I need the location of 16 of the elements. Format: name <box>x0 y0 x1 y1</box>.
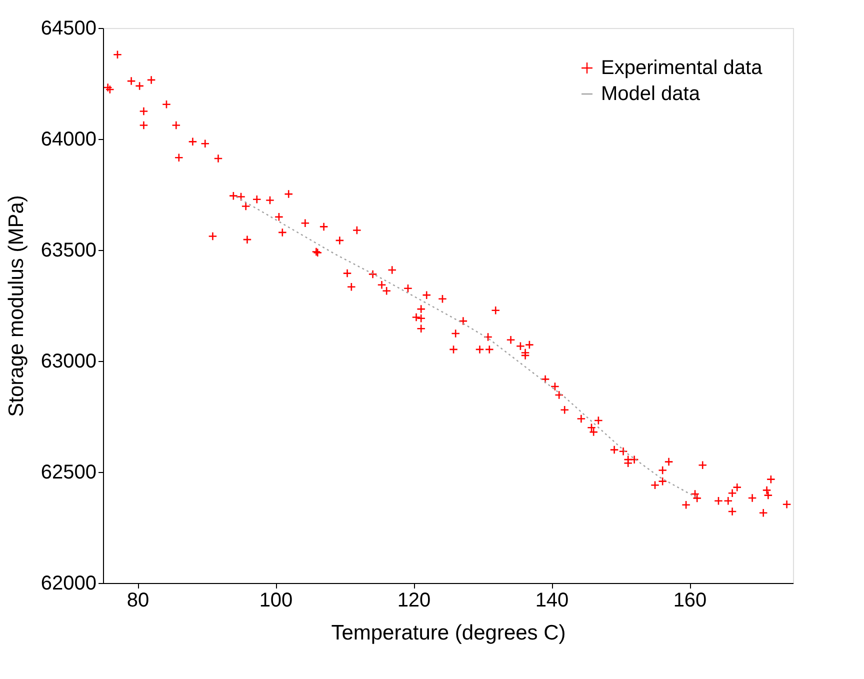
x-tick-label: 160 <box>673 590 707 612</box>
y-tick-label: 64500 <box>40 18 96 40</box>
line-series <box>236 196 697 498</box>
y-tick-label: 64000 <box>40 128 96 150</box>
y-tick-label: 62000 <box>40 572 96 594</box>
y-tick-label: 62500 <box>40 462 96 484</box>
x-tick-label: 120 <box>397 590 431 612</box>
x-tick-label: 100 <box>259 590 293 612</box>
x-tick-label: 140 <box>535 590 569 612</box>
x-tick-label: 80 <box>126 590 150 612</box>
y-tick-label: 63000 <box>40 350 96 372</box>
x-axis-title: Temperature (degrees C) <box>331 622 566 644</box>
legend-label: Model data <box>601 83 701 105</box>
y-axis-title: Storage modulus (MPa) <box>4 195 28 417</box>
y-tick-label: 63500 <box>40 240 96 262</box>
legend-label: Experimental data <box>601 57 764 79</box>
